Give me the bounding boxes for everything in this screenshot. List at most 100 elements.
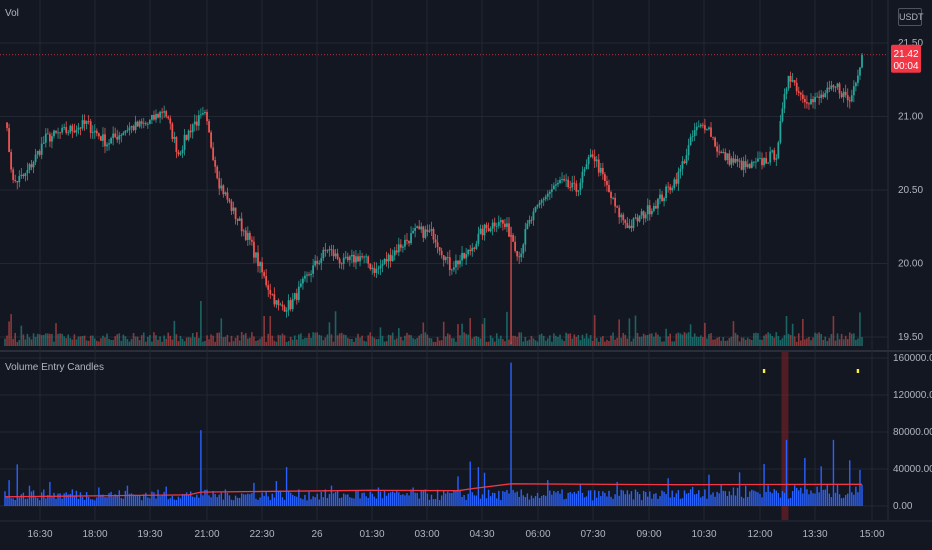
candle — [183, 128, 186, 156]
main-volume-bar — [806, 338, 808, 346]
indicator-bar — [706, 498, 708, 506]
indicator-bar — [385, 495, 388, 506]
candle — [520, 248, 523, 263]
candle — [475, 240, 478, 250]
indicator-bar — [844, 494, 847, 506]
main-volume-bar — [338, 333, 341, 346]
candle — [608, 179, 610, 193]
candle — [59, 131, 61, 140]
indicator-bar — [377, 487, 380, 506]
main-volume-bar — [332, 341, 335, 346]
indicator-bar — [449, 493, 451, 506]
indicator-bar — [155, 498, 157, 506]
indicator-bar — [571, 493, 573, 506]
indicator-bar — [659, 496, 661, 506]
candle — [151, 114, 153, 124]
main-volume-bar — [395, 338, 398, 346]
x-tick-label: 19:30 — [137, 529, 162, 540]
indicator-bar — [367, 498, 369, 506]
indicator-bar — [85, 492, 88, 506]
indicator-bar — [781, 490, 784, 506]
indicator-bar — [98, 487, 100, 506]
indicator-bar — [491, 492, 494, 506]
indicator-bar — [810, 490, 812, 506]
main-volume-bar — [583, 338, 586, 346]
candle — [489, 226, 492, 233]
indicator-bar — [308, 491, 310, 506]
main-volume-bar — [557, 336, 559, 346]
x-tick-label: 26 — [311, 529, 323, 540]
indicator-bar — [479, 498, 482, 506]
candle — [342, 253, 345, 270]
indicator-bar — [265, 491, 267, 506]
main-volume-bar — [648, 333, 651, 346]
main-volume-bar — [347, 337, 349, 346]
candle — [450, 268, 453, 275]
candle — [593, 149, 596, 169]
indicator-bar — [422, 490, 424, 506]
candle — [485, 222, 488, 233]
main-volume-bar — [638, 336, 641, 346]
main-volume-bar — [173, 320, 176, 346]
candle — [46, 128, 49, 135]
main-volume-bar — [542, 335, 545, 346]
candle — [573, 175, 576, 191]
main-volume-bar — [30, 339, 33, 346]
main-volume-bar — [681, 334, 684, 346]
main-volume-bar — [269, 316, 272, 346]
main-volume-bar — [28, 337, 31, 346]
indicator-bar — [536, 492, 539, 506]
main-volume-bar — [130, 338, 133, 346]
main-volume-bar — [271, 335, 274, 346]
main-volume-bar — [336, 335, 339, 346]
candle — [232, 201, 235, 215]
candle — [222, 184, 225, 198]
indicator-pane-title[interactable]: Volume Entry Candles — [5, 362, 104, 373]
main-volume-bar — [581, 334, 584, 346]
candle — [771, 149, 774, 154]
candle — [744, 154, 747, 174]
indicator-bar — [16, 464, 18, 506]
candle — [730, 156, 733, 168]
main-volume-bar — [24, 339, 27, 346]
main-volume-bar — [795, 341, 798, 346]
indicator-bar — [210, 497, 212, 506]
indicator-bar — [289, 492, 292, 506]
candle — [312, 258, 315, 278]
indicator-bar — [26, 498, 29, 506]
indicator-bar — [134, 494, 137, 506]
main-volume-bar — [832, 316, 835, 346]
x-tick-label: 03:00 — [414, 529, 439, 540]
main-volume-bar — [242, 334, 245, 346]
main-volume-bar — [153, 332, 155, 346]
main-pane-title[interactable]: Vol — [5, 8, 19, 19]
indicator-bar — [424, 489, 427, 506]
main-volume-bar — [563, 341, 565, 346]
indicator-bar — [742, 498, 745, 506]
candle — [224, 191, 227, 197]
main-volume-bar — [853, 333, 855, 346]
y-tick-label: 20.50 — [898, 185, 923, 196]
candle — [534, 206, 537, 213]
main-volume-bar — [802, 318, 804, 346]
candle — [471, 242, 474, 257]
candle — [191, 123, 194, 139]
currency-badge[interactable]: USDT — [898, 8, 924, 26]
main-volume-bar — [695, 336, 698, 346]
main-volume-bar — [710, 333, 712, 346]
main-volume-bar — [595, 337, 598, 346]
candle — [404, 234, 406, 250]
price-tag[interactable] — [891, 44, 921, 73]
main-volume-bar — [442, 321, 445, 346]
main-volume-bar — [110, 339, 112, 346]
main-volume-bar — [412, 338, 414, 346]
indicator-bar — [400, 494, 402, 506]
candle — [359, 250, 361, 267]
main-volume-bar — [861, 337, 863, 346]
indicator-bar — [251, 493, 253, 506]
main-volume-bar — [238, 340, 241, 346]
indicator-bar — [177, 496, 180, 506]
main-volume-bar — [779, 340, 782, 346]
indicator-bar — [347, 494, 349, 506]
